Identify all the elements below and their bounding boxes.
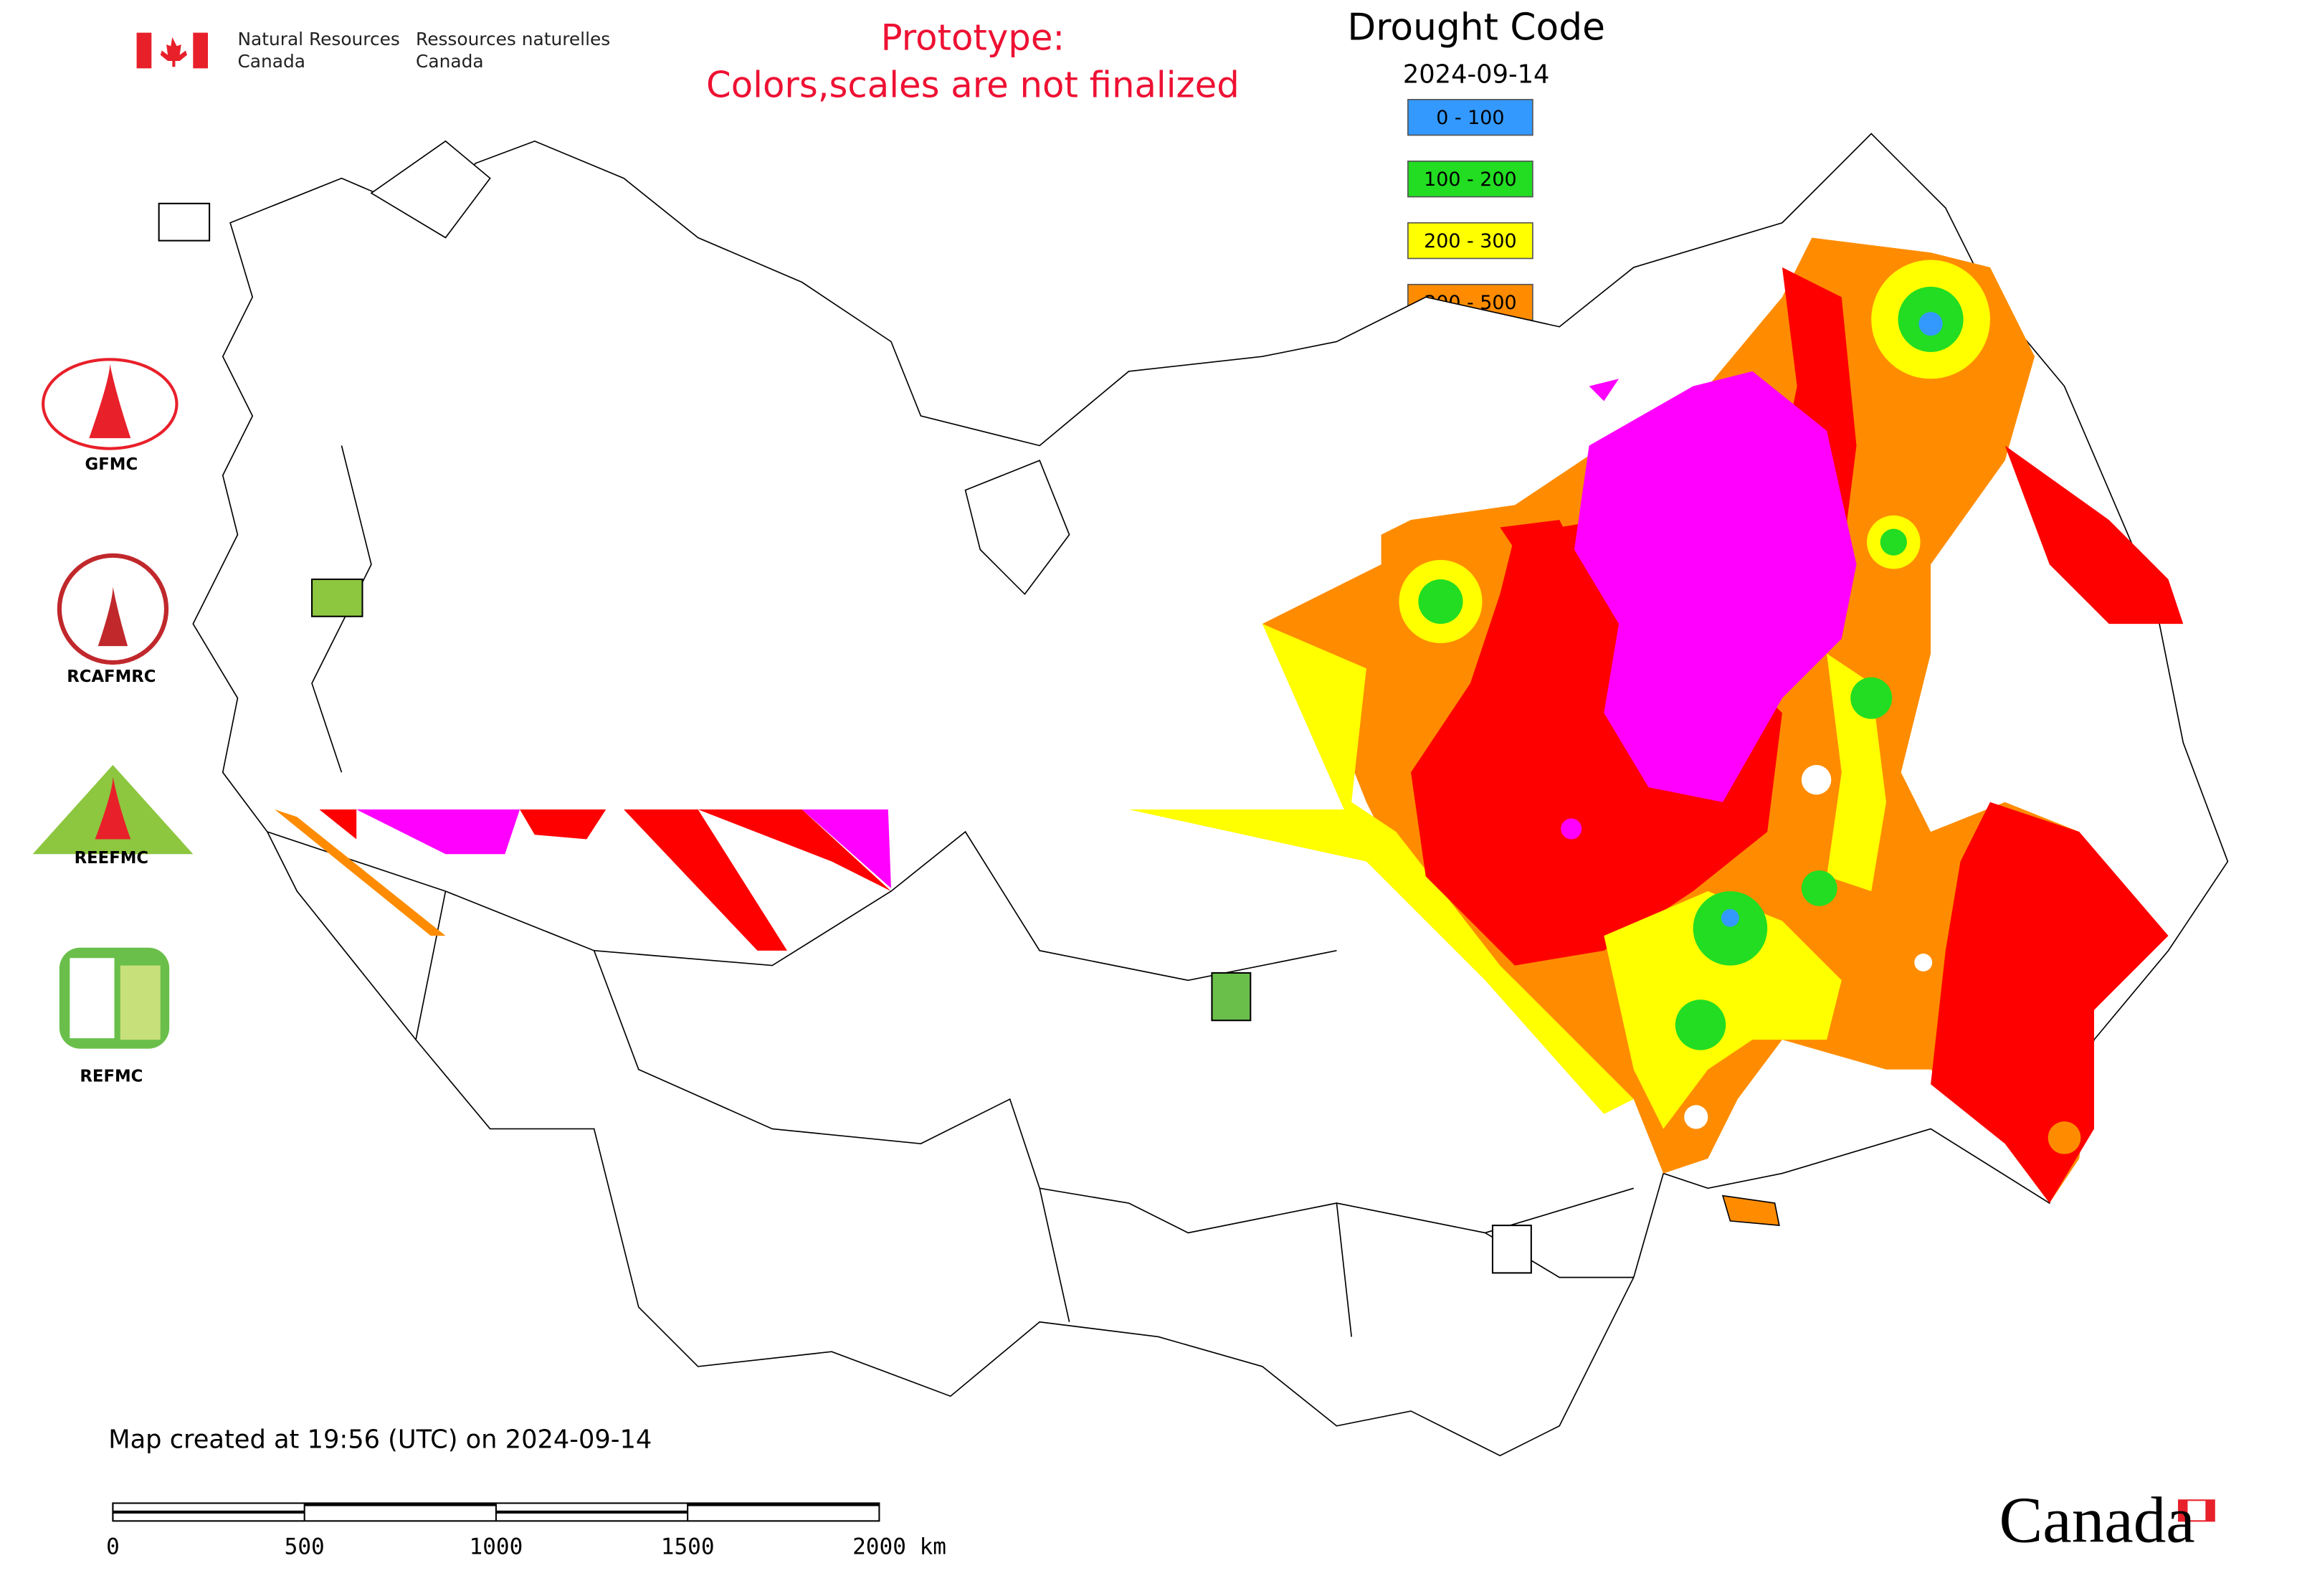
notice-2: Colors,scales are not finalized [706, 65, 1240, 106]
scale-label: 500 [285, 1534, 325, 1560]
canada-wordmark: Canada [1999, 1484, 2194, 1557]
legend-label: 0 - 100 [1436, 107, 1504, 129]
flag [136, 32, 209, 69]
created-note: Map created at 19:56 (UTC) on 2024-09-14 [108, 1425, 652, 1454]
legend-label: 100 - 200 [1424, 168, 1517, 191]
scale-segment [304, 1503, 496, 1506]
scale-label: 2000 km [852, 1534, 946, 1560]
legend-swatch [1407, 160, 1533, 198]
legend-date: 2024-09-14 [1403, 60, 1550, 90]
agency-fr-1: Ressources naturelles [416, 29, 610, 49]
legend-swatch [1407, 222, 1533, 260]
notice-1: Prototype: [881, 16, 1065, 58]
drought-field [275, 237, 2184, 1204]
logo-label: GFMC [85, 455, 138, 474]
scale-label: 1000 [470, 1534, 523, 1560]
scale-label: 1500 [661, 1534, 715, 1560]
canada-flag-mini [2178, 1499, 2215, 1522]
scale-segment [495, 1510, 688, 1514]
agency-en-1: Natural Resources [237, 29, 399, 49]
logo-label: REEFMC [75, 849, 149, 868]
legend-label: 200 - 300 [1424, 230, 1517, 252]
agency-fr-2: Canada [416, 51, 484, 72]
scale-segment [113, 1510, 305, 1514]
scale-bar: 0 500 1000 1500 2000 km [106, 1502, 946, 1560]
logos [32, 202, 1532, 1274]
logo-labels: GFMC RCAFMRC REEFMC REFMC [67, 455, 156, 1086]
legend-title: Drought Code [1347, 6, 1605, 49]
logo-label: RCAFMRC [67, 668, 156, 686]
agency-en-2: Canada [237, 51, 305, 72]
legend-swatch [1407, 98, 1533, 136]
scale-segment [688, 1503, 880, 1506]
logo-label: REFMC [80, 1067, 143, 1086]
scale-label: 0 [106, 1534, 120, 1560]
